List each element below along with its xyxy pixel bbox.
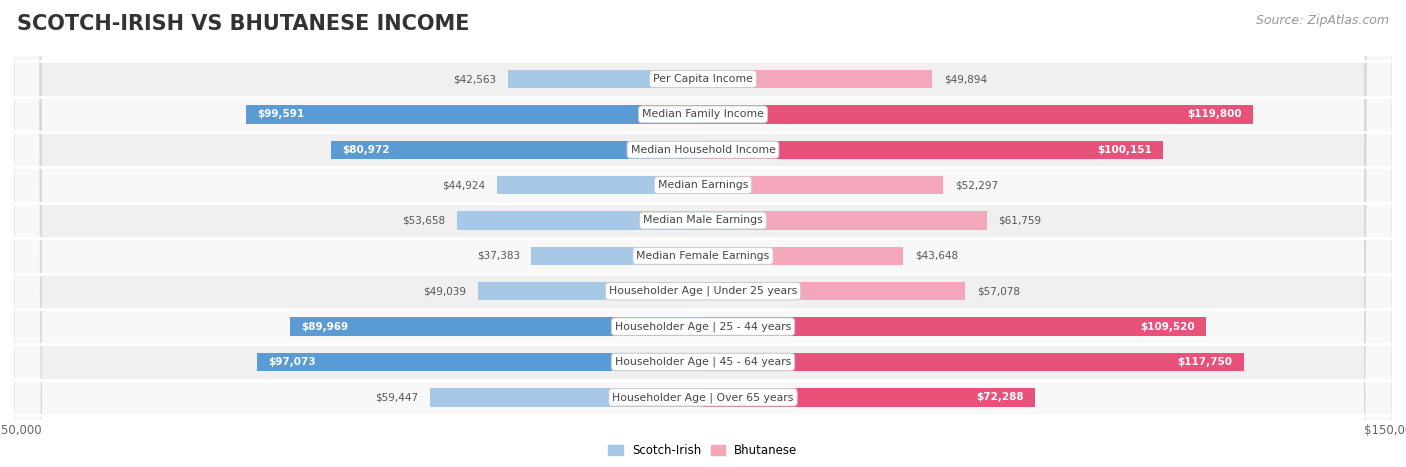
- Text: $53,658: $53,658: [402, 215, 446, 226]
- Text: Householder Age | Over 65 years: Householder Age | Over 65 years: [612, 392, 794, 403]
- Text: Median Earnings: Median Earnings: [658, 180, 748, 190]
- Text: Median Female Earnings: Median Female Earnings: [637, 251, 769, 261]
- FancyBboxPatch shape: [14, 0, 1392, 467]
- Bar: [478, 282, 703, 300]
- FancyBboxPatch shape: [14, 0, 1392, 467]
- Text: $119,800: $119,800: [1187, 109, 1241, 120]
- Bar: [290, 318, 703, 336]
- Text: Median Family Income: Median Family Income: [643, 109, 763, 120]
- FancyBboxPatch shape: [14, 0, 1392, 467]
- FancyBboxPatch shape: [14, 0, 1392, 467]
- Text: $99,591: $99,591: [257, 109, 304, 120]
- Text: $43,648: $43,648: [915, 251, 957, 261]
- Text: Householder Age | Under 25 years: Householder Age | Under 25 years: [609, 286, 797, 297]
- Bar: [703, 353, 1244, 371]
- Bar: [457, 211, 703, 230]
- Text: $59,447: $59,447: [375, 392, 419, 402]
- Text: $44,924: $44,924: [441, 180, 485, 190]
- Bar: [703, 247, 904, 265]
- Bar: [703, 70, 932, 88]
- Text: $61,759: $61,759: [998, 215, 1042, 226]
- Text: $52,297: $52,297: [955, 180, 998, 190]
- Bar: [430, 388, 703, 406]
- Bar: [703, 282, 965, 300]
- Text: $109,520: $109,520: [1140, 322, 1195, 332]
- Text: Per Capita Income: Per Capita Income: [652, 74, 754, 84]
- Text: $49,039: $49,039: [423, 286, 467, 296]
- Text: Median Male Earnings: Median Male Earnings: [643, 215, 763, 226]
- FancyBboxPatch shape: [14, 0, 1392, 467]
- Bar: [257, 353, 703, 371]
- Text: $49,894: $49,894: [943, 74, 987, 84]
- Bar: [703, 318, 1206, 336]
- Legend: Scotch-Irish, Bhutanese: Scotch-Irish, Bhutanese: [603, 439, 803, 462]
- Text: Householder Age | 45 - 64 years: Householder Age | 45 - 64 years: [614, 357, 792, 367]
- FancyBboxPatch shape: [14, 0, 1392, 467]
- Text: $97,073: $97,073: [269, 357, 316, 367]
- Bar: [330, 141, 703, 159]
- Text: Householder Age | 25 - 44 years: Householder Age | 25 - 44 years: [614, 321, 792, 332]
- Text: $42,563: $42,563: [453, 74, 496, 84]
- FancyBboxPatch shape: [14, 0, 1392, 467]
- Bar: [703, 211, 987, 230]
- Bar: [496, 176, 703, 194]
- FancyBboxPatch shape: [14, 0, 1392, 467]
- Text: SCOTCH-IRISH VS BHUTANESE INCOME: SCOTCH-IRISH VS BHUTANESE INCOME: [17, 14, 470, 34]
- Text: $37,383: $37,383: [477, 251, 520, 261]
- Text: $89,969: $89,969: [301, 322, 349, 332]
- Text: Source: ZipAtlas.com: Source: ZipAtlas.com: [1256, 14, 1389, 27]
- Text: $117,750: $117,750: [1177, 357, 1232, 367]
- FancyBboxPatch shape: [14, 0, 1392, 467]
- Bar: [703, 388, 1035, 406]
- Text: $57,078: $57,078: [977, 286, 1019, 296]
- Bar: [703, 176, 943, 194]
- Text: Median Household Income: Median Household Income: [630, 145, 776, 155]
- Bar: [508, 70, 703, 88]
- Text: $72,288: $72,288: [976, 392, 1024, 402]
- Bar: [246, 105, 703, 124]
- Bar: [703, 141, 1163, 159]
- Bar: [703, 105, 1253, 124]
- FancyBboxPatch shape: [14, 0, 1392, 467]
- Text: $100,151: $100,151: [1097, 145, 1152, 155]
- Bar: [531, 247, 703, 265]
- Text: $80,972: $80,972: [343, 145, 389, 155]
